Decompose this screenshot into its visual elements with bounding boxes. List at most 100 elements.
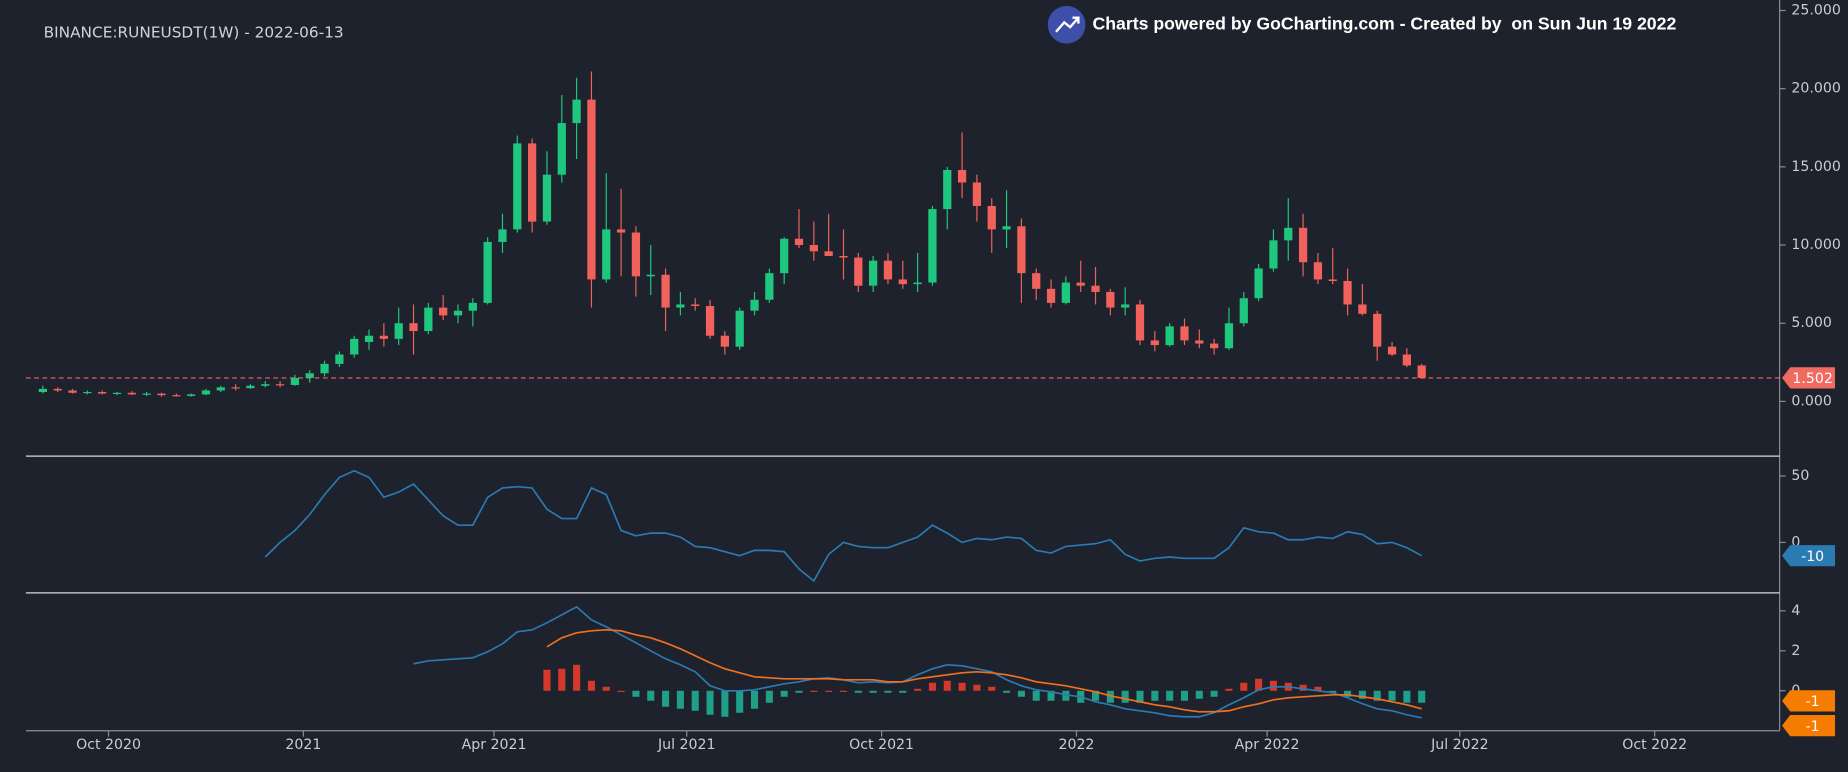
histogram-bar [1299,684,1307,691]
x-tick-label: Oct 2020 [76,737,141,753]
candle-body [275,384,285,386]
histogram-bar [988,686,996,691]
histogram-bar [1151,690,1159,701]
candle-body [943,169,952,210]
candle-body [112,392,122,394]
candle-body [883,260,893,280]
y-tick-label: 0 [1791,534,1800,550]
x-tick-label: Oct 2022 [1622,737,1687,753]
candle-body [379,335,388,339]
histogram-bar [1091,690,1100,701]
histogram-bar [1136,690,1144,703]
x-tick-label: 2022 [1058,737,1094,753]
candle-body [1298,227,1308,263]
histogram-bar [854,690,862,693]
histogram-bar [1017,690,1025,697]
candle-body [1358,304,1367,314]
histogram-bar [1388,690,1396,701]
candle-body [290,377,300,385]
candle-body [246,385,255,389]
histogram-bar [721,690,729,717]
last-value-label-box [1782,715,1836,737]
candle-body [1328,279,1337,282]
candle-body [320,363,329,374]
candle-body [987,205,996,230]
histogram-bar [1255,678,1263,691]
line [546,628,1422,713]
histogram-bar [1032,690,1040,701]
candle-body [439,307,448,316]
candle-body [1165,326,1174,346]
candle-body [1017,226,1026,274]
histogram-bar [1329,690,1337,693]
histogram-bar [1403,690,1411,703]
candle-body [572,99,581,124]
last-price-label: 1.502 [1792,371,1832,387]
histogram-bar [647,690,655,701]
candle-body [1061,282,1070,303]
candle-body [705,306,715,336]
y-tick-label: 25.000 [1791,2,1840,18]
candle-body [53,388,62,391]
histogram-bar [839,690,848,692]
candle-body [142,393,151,395]
histogram-bar [543,669,551,691]
candle-body [1002,226,1011,230]
histogram-bar [1210,690,1218,697]
histogram-bar [884,690,892,693]
candle-body [957,169,967,183]
candle-body [1180,326,1189,341]
candle-body [809,245,818,252]
histogram-bar [1344,690,1352,697]
candle-body [364,335,374,342]
candle-body [1417,365,1426,378]
histogram-bar [573,664,581,691]
candle-body [631,232,641,277]
y-tick-label: 5.000 [1791,315,1831,331]
candle-body [305,373,314,378]
x-tick-label: Apr 2022 [1235,737,1300,753]
histogram-bar [810,690,818,692]
histogram-bar [617,690,625,692]
histogram-bar [602,686,610,691]
y-tick-label: 15.000 [1791,159,1840,175]
candle-body [616,229,626,233]
candle-body [498,229,507,242]
histogram-bar [1166,690,1174,701]
x-tick-label: Jul 2022 [1430,737,1488,753]
last-value-label: -10 [1801,549,1824,565]
histogram-bar [928,682,936,691]
y-tick-label: 4 [1791,603,1800,619]
candle-body [1239,298,1248,324]
logo-icon [1072,16,1080,24]
histogram-bar [958,682,966,691]
histogram-bar [676,690,684,709]
histogram-bar [1240,682,1248,691]
candle-body [750,299,759,311]
candle-body [261,384,270,386]
candle-body [898,279,907,285]
y-tick-label: 2 [1791,643,1800,659]
candle-body [587,99,596,280]
candle-body [1254,268,1263,299]
candle-body [765,273,774,300]
candle-body [1135,304,1145,341]
histogram-bar [1062,690,1070,701]
histogram-bar [662,690,670,707]
histogram-bar [943,680,951,691]
candle-body [1150,340,1159,346]
histogram-bar [869,690,877,693]
histogram-bar [973,684,981,691]
candle-body [676,304,685,308]
histogram-bar [1358,690,1366,699]
candle-body [1091,285,1100,292]
candle-body [68,390,77,393]
candle-body [1343,281,1352,305]
candle-body [913,282,922,285]
histogram-bar [1003,690,1011,693]
candle-body [928,209,937,283]
last-price-label-box [1782,367,1836,389]
candle-body [602,229,611,280]
